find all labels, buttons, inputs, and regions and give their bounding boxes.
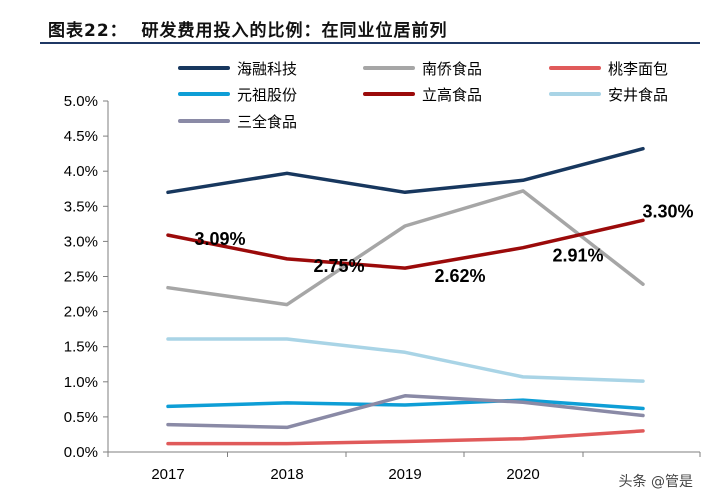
data-label: 2.75%	[313, 256, 364, 276]
legend-label: 立高食品	[422, 86, 482, 104]
y-tick-label: 2.5%	[64, 269, 98, 286]
data-label: 2.62%	[434, 266, 485, 286]
legend-label: 桃李面包	[608, 60, 668, 78]
data-label: 3.09%	[194, 229, 245, 249]
x-tick-label: 2018	[270, 466, 303, 483]
watermark: 头条 @管是	[614, 469, 697, 493]
series-line	[166, 189, 645, 307]
legend-label: 南侨食品	[422, 60, 482, 78]
axes: 0.0% 0.5% 1.0% 1.5% 2.0% 2.5% 3.0% 3.5% 4.0% 4.5%…	[64, 93, 701, 483]
series-line	[166, 398, 645, 411]
x-tick-label: 2017	[151, 466, 184, 483]
title-divider	[40, 42, 700, 44]
y-tick-label: 0.0%	[64, 444, 98, 461]
series-lines	[166, 146, 645, 446]
data-label: 3.30%	[642, 201, 693, 221]
series-line	[166, 429, 645, 446]
series-line	[166, 394, 645, 430]
y-tick-label: 3.0%	[64, 233, 98, 250]
y-tick-label: 3.5%	[64, 198, 98, 215]
legend-label: 三全食品	[237, 113, 297, 131]
series-line	[166, 146, 645, 195]
y-tick-label: 4.0%	[64, 163, 98, 180]
legend-label: 元祖股份	[237, 86, 297, 104]
data-label: 2.91%	[552, 246, 603, 266]
legend-label: 海融科技	[237, 60, 297, 78]
y-tick-label: 2.0%	[64, 304, 98, 321]
y-tick-label: 4.5%	[64, 128, 98, 145]
legend-label: 安井食品	[608, 86, 668, 104]
y-tick-label: 5.0%	[64, 93, 98, 110]
y-tick-label: 0.5%	[64, 409, 98, 426]
x-tick-label: 2019	[388, 466, 421, 483]
series-line	[166, 337, 645, 383]
figure-title: 图表22： 研发费用投入的比例：在同业位居前列	[48, 21, 448, 41]
data-labels: 3.09% 2.75% 2.62% 2.91% 3.30%	[194, 201, 693, 286]
series-line	[166, 218, 645, 270]
x-tick-label: 2020	[506, 466, 539, 483]
y-tick-label: 1.0%	[64, 374, 98, 391]
y-tick-label: 1.5%	[64, 339, 98, 356]
